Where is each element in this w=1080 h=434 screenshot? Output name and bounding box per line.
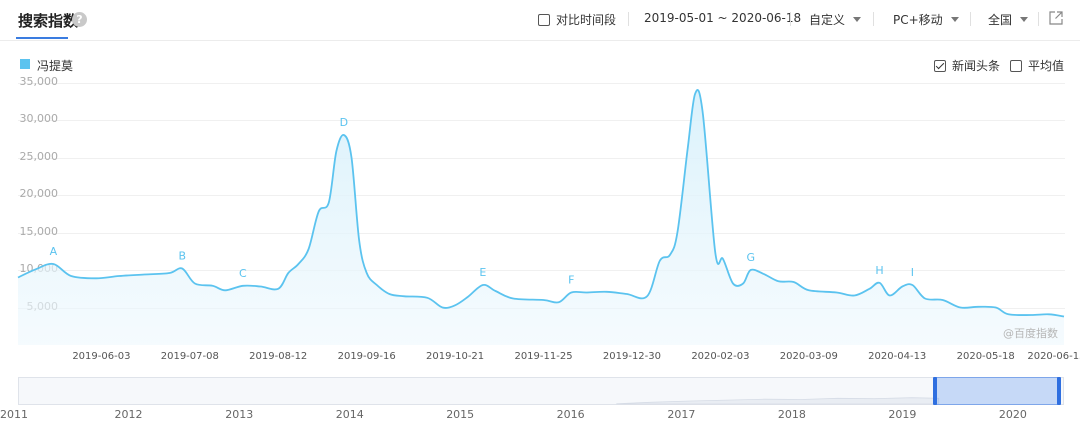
x-tick-label: 2019-12-30 (602, 351, 662, 362)
divider (1038, 12, 1039, 26)
active-tab-underline (16, 37, 68, 39)
legend-label: 冯提莫 (37, 59, 74, 73)
x-tick-label: 2019-09-16 (337, 351, 396, 362)
x-tick-label: 2020-02-03 (691, 351, 750, 362)
news-annotation-h[interactable]: H (875, 264, 883, 277)
y-tick-label: 35,000 (19, 74, 59, 88)
region-label: 全国 (988, 13, 1013, 27)
x-tick-label: 2020-05-18 (956, 351, 1015, 362)
average-label: 平均值 (1028, 59, 1065, 73)
chevron-down-icon (1020, 17, 1029, 22)
overview-year-label: 2013 (225, 408, 254, 421)
average-checkbox-icon (1010, 60, 1022, 72)
news-annotation-d[interactable]: D (340, 116, 348, 129)
custom-range-label: 自定义 (809, 13, 846, 27)
chevron-down-icon (950, 17, 959, 22)
news-annotation-a[interactable]: A (50, 245, 58, 258)
x-tick-label: 2019-08-12 (249, 351, 308, 362)
y-tick-label: 25,000 (19, 149, 59, 163)
overview-year-label: 2016 (556, 408, 585, 421)
overview-year-label: 2018 (777, 408, 806, 421)
news-headline-toggle[interactable]: 新闻头条 (934, 57, 1000, 74)
divider (970, 12, 971, 26)
page-title[interactable]: 搜索指数 (18, 12, 79, 30)
overview-series (616, 397, 940, 405)
gridline (18, 82, 1065, 84)
overview-year-label: 2019 (888, 408, 917, 421)
news-annotation-i[interactable]: I (911, 266, 914, 279)
compare-label: 对比时间段 (556, 13, 617, 27)
x-tick-label: 2019-06-03 (72, 351, 131, 362)
overview-year-label: 2020 (998, 408, 1027, 421)
series-line (17, 89, 1065, 318)
gridline (18, 195, 1065, 196)
gridline (18, 157, 1065, 159)
divider (628, 12, 629, 26)
x-tick-label: 2020-06-15 (1027, 351, 1080, 362)
device-label: PC+移动 (893, 13, 943, 27)
overview-left-handle[interactable] (933, 377, 937, 405)
overview-year-label: 2012 (114, 408, 143, 421)
divider (873, 12, 874, 26)
overview-selection[interactable] (935, 377, 1059, 405)
x-tick-label: 2020-03-09 (779, 351, 838, 362)
news-annotation-b[interactable]: B (178, 250, 186, 263)
y-tick-label: 20,000 (19, 187, 59, 200)
news-annotation-f[interactable]: F (568, 274, 574, 287)
gridline (18, 232, 1065, 234)
average-toggle[interactable]: 平均值 (1010, 57, 1064, 74)
x-tick-label: 2019-07-08 (160, 351, 219, 362)
overview-year-label: 2014 (335, 408, 364, 421)
gridline (18, 120, 1065, 121)
news-annotation-g[interactable]: G (746, 251, 755, 264)
compare-checkbox-icon (538, 14, 550, 26)
divider (790, 12, 791, 26)
y-tick-label: 15,000 (19, 224, 59, 238)
date-range-picker[interactable]: 2019-05-01 ~ 2020-06-18 (644, 11, 802, 25)
legend-swatch (20, 59, 30, 69)
news-checkbox-icon (934, 60, 946, 72)
chevron-down-icon (853, 17, 862, 22)
header-bar (0, 0, 1080, 41)
y-tick-label: 30,000 (19, 112, 59, 125)
compare-period-toggle[interactable]: 对比时间段 (538, 11, 616, 28)
help-icon[interactable]: ? (72, 12, 87, 27)
series-area (18, 89, 1064, 345)
region-dropdown[interactable]: 全国 (988, 11, 1029, 28)
x-tick-label: 2019-10-21 (426, 351, 485, 362)
overview-right-handle[interactable] (1057, 377, 1061, 405)
news-annotation-c[interactable]: C (239, 267, 247, 280)
overview-year-label: 2011 (0, 408, 28, 421)
custom-range-dropdown[interactable]: 自定义 (809, 11, 862, 28)
device-dropdown[interactable]: PC+移动 (893, 11, 959, 28)
gridline (18, 270, 1065, 271)
export-icon[interactable] (1049, 11, 1063, 25)
news-annotation-e[interactable]: E (479, 266, 486, 279)
overview-year-label: 2015 (446, 408, 475, 421)
overview-year-label: 2017 (667, 408, 696, 421)
news-label: 新闻头条 (952, 59, 1001, 73)
x-tick-label: 2019-11-25 (514, 351, 573, 362)
x-tick-label: 2020-04-13 (868, 351, 927, 362)
watermark: @百度指数 (1003, 327, 1058, 340)
